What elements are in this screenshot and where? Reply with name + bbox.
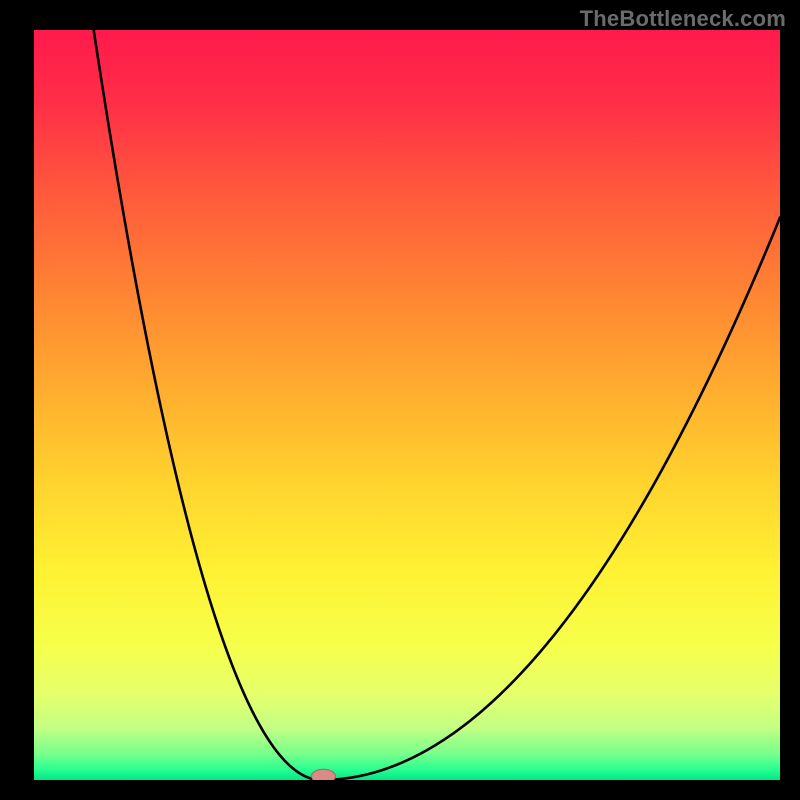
plot-svg <box>34 30 780 780</box>
optimal-point-marker <box>311 769 335 780</box>
gradient-background <box>34 30 780 780</box>
watermark-text: TheBottleneck.com <box>580 6 786 32</box>
plot-area <box>34 30 780 780</box>
chart-frame: TheBottleneck.com <box>0 0 800 800</box>
